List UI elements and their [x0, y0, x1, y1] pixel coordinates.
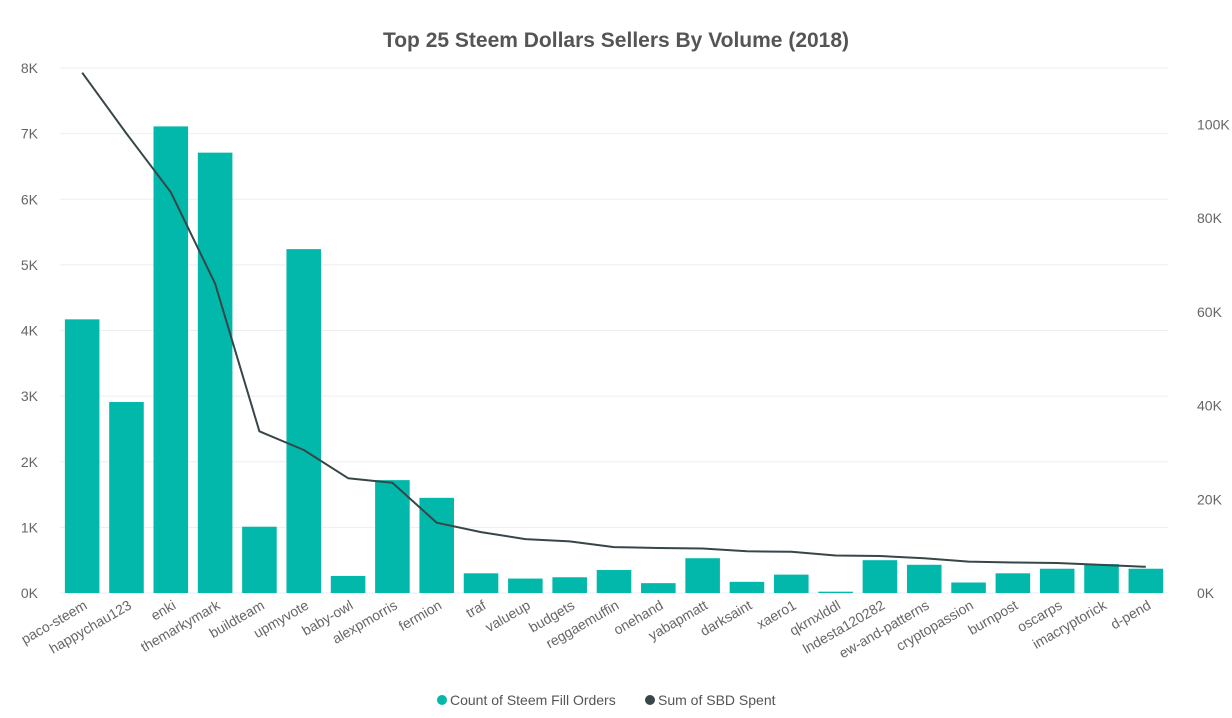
bar [641, 583, 676, 593]
bar [995, 573, 1031, 593]
bar [197, 152, 233, 593]
left-tick-label: 0K [21, 585, 39, 601]
legend-label-line: Sum of SBD Spent [658, 692, 776, 708]
legend: Count of Steem Fill Orders Sum of SBD Sp… [437, 692, 776, 708]
right-axis: 0K 20K 40K 60K 80K 100K [1197, 116, 1230, 601]
bar [729, 581, 765, 593]
right-tick-label: 40K [1197, 398, 1223, 414]
x-tick-label: darksaint [697, 597, 754, 639]
x-tick-label: burnpost [965, 597, 1020, 638]
left-tick-label: 7K [21, 126, 39, 142]
bar [552, 577, 587, 593]
bar [286, 249, 322, 593]
left-tick-label: 2K [21, 454, 39, 470]
bar [463, 573, 499, 593]
bar [818, 591, 853, 593]
bar [1084, 564, 1119, 593]
legend-marker-bars [437, 695, 447, 705]
left-tick-label: 5K [21, 257, 39, 273]
right-tick-label: 0K [1197, 585, 1215, 601]
line-series [81, 72, 1146, 568]
bar [419, 497, 455, 593]
right-tick-label: 100K [1197, 116, 1230, 132]
bar [596, 570, 632, 593]
x-tick-label: fermion [396, 597, 444, 634]
chart-title: Top 25 Steem Dollars Sellers By Volume (… [383, 29, 849, 52]
bar [109, 402, 144, 593]
right-tick-label: 60K [1197, 304, 1223, 320]
bar [951, 582, 986, 593]
left-tick-label: 3K [21, 388, 39, 404]
x-tick-label: d-pend [1108, 597, 1154, 633]
bar [685, 558, 720, 593]
left-axis: 0K 1K 2K 3K 4K 5K 6K 7K 8K [21, 60, 39, 601]
bar [153, 126, 189, 593]
legend-label-bars: Count of Steem Fill Orders [450, 692, 616, 708]
x-tick-label: valueup [482, 597, 533, 635]
x-tick-label: traf [463, 597, 489, 621]
bar [773, 574, 809, 593]
right-tick-label: 80K [1197, 210, 1223, 226]
line-path [81, 72, 1146, 568]
bar [508, 578, 543, 593]
bar [64, 319, 100, 593]
left-tick-label: 4K [21, 323, 39, 339]
bar [330, 575, 366, 593]
right-tick-label: 20K [1197, 491, 1223, 507]
legend-marker-line [645, 695, 655, 705]
bar [1128, 568, 1164, 593]
bar [1039, 568, 1075, 593]
bar-series [64, 126, 1164, 593]
left-tick-label: 6K [21, 191, 39, 207]
bar [906, 564, 942, 593]
left-tick-label: 8K [21, 60, 39, 76]
bar [862, 560, 898, 593]
bar [375, 480, 410, 593]
left-tick-label: 1K [21, 519, 39, 535]
bar [242, 526, 277, 593]
